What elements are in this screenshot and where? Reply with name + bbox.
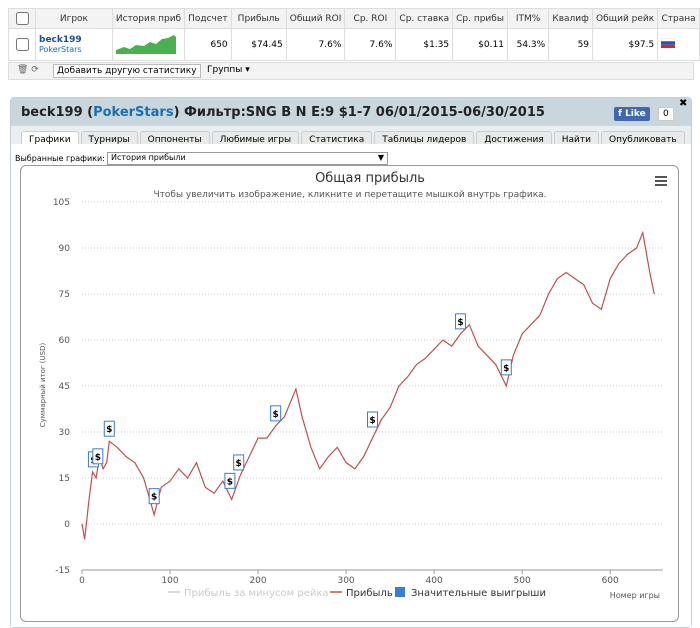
marker-symbol: $ — [151, 493, 157, 503]
y-tick-label: 60 — [59, 336, 71, 346]
marker-symbol: $ — [95, 453, 101, 463]
x-tick-label: 100 — [161, 576, 178, 586]
y-axis-label: Суммарный итог (USD) — [39, 343, 47, 428]
y-tick-label: 45 — [59, 382, 70, 392]
x-tick-label: 0 — [79, 576, 85, 586]
marker-symbol: $ — [503, 364, 509, 374]
y-tick-label: 30 — [59, 428, 71, 438]
marker-symbol: $ — [273, 410, 279, 420]
y-tick-label: 0 — [64, 520, 70, 530]
y-tick-label: 75 — [59, 290, 70, 300]
marker-symbol: $ — [457, 318, 463, 328]
legend-swatch — [395, 587, 405, 597]
y-tick-label: -15 — [55, 566, 70, 576]
menu-icon[interactable] — [655, 177, 667, 185]
x-tick-label: 600 — [602, 576, 619, 586]
y-tick-label: 15 — [59, 474, 70, 484]
x-axis-label: Номер игры — [610, 591, 660, 600]
marker-symbol: $ — [369, 416, 375, 426]
legend-label: Прибыль — [346, 588, 393, 599]
x-tick-label: 400 — [426, 576, 443, 586]
legend-label: Прибыль за минусом рейка — [184, 588, 329, 599]
marker-symbol: $ — [236, 459, 242, 469]
x-tick-label: 300 — [337, 576, 354, 586]
x-tick-label: 500 — [514, 576, 531, 586]
y-tick-label: 105 — [53, 198, 70, 208]
marker-symbol: $ — [106, 425, 112, 435]
chart-title: Общая прибыль — [315, 171, 425, 186]
legend-label: Значительные выигрыши — [411, 588, 546, 599]
y-tick-label: 90 — [59, 244, 71, 254]
x-tick-label: 200 — [249, 576, 266, 586]
marker-symbol: $ — [227, 477, 233, 487]
chart-subtitle: Чтобы увеличить изображение, кликните и … — [153, 190, 546, 200]
